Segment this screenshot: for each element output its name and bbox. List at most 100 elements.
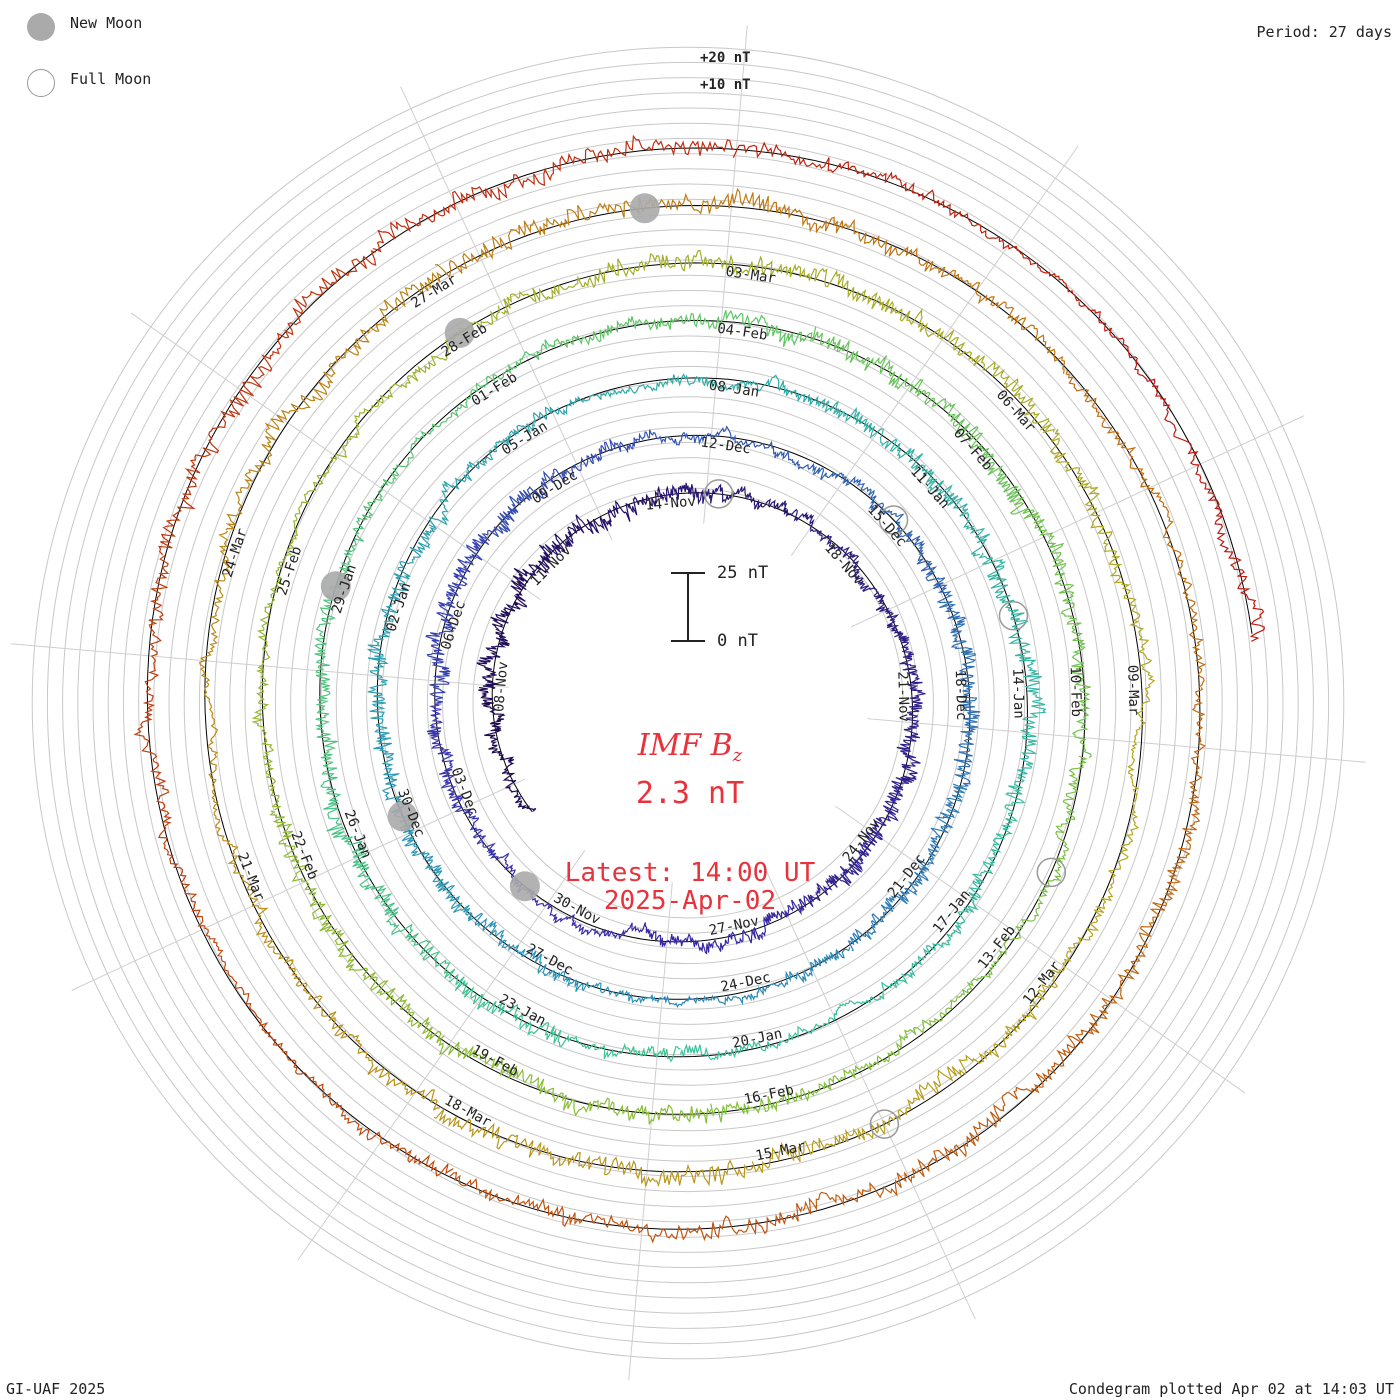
legend-full-moon: Full Moon: [70, 70, 152, 88]
zero-baseline-spiral: [146, 147, 1253, 1230]
bz-trace-segment: [1026, 726, 1141, 1021]
bz-trace-segment: [438, 1039, 712, 1125]
bz-trace-segment: [978, 552, 1047, 779]
grid-ring: [396, 411, 980, 995]
bz-trace-segment: [269, 810, 445, 1044]
bz-trace-segment: [361, 339, 554, 521]
bz-trace-segment: [552, 309, 813, 348]
bz-trace-segment: [227, 858, 440, 1111]
date-label: 09-Mar: [1124, 665, 1141, 716]
bz-trace-segment: [936, 594, 981, 787]
latest-date: 2025-Apr-02: [603, 886, 777, 916]
grid-ring: [214, 229, 1162, 1177]
bz-trace-segment: [158, 249, 377, 556]
date-label: 14-Nov: [645, 493, 697, 513]
bz-trace-segment: [426, 703, 503, 861]
date-label: 08-Nov: [491, 661, 511, 713]
parameter-title: IMF Bz: [490, 728, 890, 766]
bz-trace-segment: [501, 249, 797, 315]
bz-trace-segment: [313, 517, 367, 767]
date-label: 07-Feb: [950, 425, 996, 473]
bz-trace-segment: [372, 134, 735, 253]
grid-ring: [46, 61, 1330, 1345]
date-label: 09-Dec: [529, 467, 580, 507]
grid-ring: [426, 441, 950, 965]
bz-trace-segment: [197, 916, 454, 1177]
grid-ring: [244, 259, 1132, 1147]
new-moon-marker: [509, 871, 540, 902]
bz-trace-segment: [959, 755, 1088, 998]
moon-markers: [320, 193, 1067, 1139]
bz-trace-segment: [635, 425, 815, 470]
spoke-line: [850, 415, 1305, 628]
grid-ring: [92, 107, 1284, 1299]
bz-trace-segment: [476, 560, 550, 690]
date-label: 25-Feb: [274, 544, 305, 597]
grid-ring: [153, 168, 1223, 1238]
date-label: 21-Nov: [894, 671, 911, 722]
bz-trace-segment: [373, 729, 473, 920]
full-moon-marker: [703, 479, 734, 509]
bz-trace-segment: [133, 555, 203, 918]
full-moon-marker: [878, 505, 909, 535]
full-moon-marker: [869, 1109, 900, 1139]
bz-trace-segment: [656, 947, 851, 1008]
bz-trace-segment: [538, 485, 665, 569]
ref-label-10nT: +10 nT: [700, 77, 751, 93]
bz-trace-segment: [732, 141, 1081, 302]
spoke-line: [628, 882, 673, 1381]
bz-trace-segment: [818, 397, 991, 557]
bz-trace-segment: [1050, 428, 1156, 727]
new-moon-marker: [444, 317, 475, 348]
bz-trace-segment: [767, 201, 1066, 374]
bz-trace-segment: [478, 686, 537, 812]
bz-trace-segment: [251, 520, 299, 811]
grid-ring: [274, 289, 1102, 1117]
bz-trace-segment: [1009, 496, 1092, 759]
bz-trace-segment: [448, 973, 681, 1063]
date-labels: 08-Nov11-Nov14-Nov18-Nov21-Nov24-Nov27-N…: [220, 264, 1142, 1165]
bz-trace-segment: [600, 373, 820, 406]
bz-trace-segment: [366, 526, 436, 731]
grid-ring: [122, 137, 1254, 1269]
rotation-spokes: [10, 25, 1366, 1381]
bz-trace-segment: [847, 783, 968, 952]
date-label: 24-Mar: [220, 526, 251, 579]
date-label: 06-Dec: [438, 599, 469, 652]
bz-trace-segment: [645, 899, 802, 955]
bz-trace-segment: [751, 1014, 1030, 1174]
new-moon-swatch: [27, 13, 55, 41]
bz-trace-segment: [802, 1014, 1100, 1215]
credit-label: GI-UAF 2025: [6, 1380, 106, 1398]
grid-ring: [168, 183, 1208, 1223]
full-moon-marker: [1036, 857, 1067, 888]
spoke-line: [400, 86, 613, 541]
bz-trace-segment: [1078, 301, 1265, 642]
grid-ring: [229, 244, 1147, 1162]
date-label: 03-Mar: [725, 264, 777, 287]
reference-circles: [146, 147, 1253, 1230]
spoke-line: [790, 145, 1079, 556]
spoke-line: [763, 865, 976, 1320]
grid-ring: [31, 46, 1345, 1360]
bz-trace-segment: [710, 996, 961, 1123]
period-label: Period: 27 days: [1256, 23, 1392, 41]
bz-trace-segment: [425, 533, 490, 705]
bz-traces: [133, 134, 1265, 1244]
grid-ring: [198, 213, 1178, 1193]
date-label: 27-Mar: [408, 272, 459, 312]
new-moon-marker: [320, 571, 351, 602]
scale-top-label: 25 nT: [717, 563, 769, 583]
parameter-main: IMF B: [637, 728, 733, 763]
new-moon-marker: [629, 193, 660, 224]
bz-trace-segment: [679, 975, 909, 1061]
bz-trace-segment: [428, 394, 602, 530]
grid-ring: [62, 77, 1314, 1329]
date-label: 18-Dec: [952, 670, 969, 721]
date-label: 12-Mar: [1020, 958, 1064, 1008]
bz-trace-segment: [891, 633, 926, 789]
legend-new-moon: New Moon: [70, 14, 143, 32]
plotted-timestamp: Condegram plotted Apr 02 at 14:03 UT: [1068, 1380, 1394, 1398]
bz-trace-segment: [434, 188, 769, 278]
